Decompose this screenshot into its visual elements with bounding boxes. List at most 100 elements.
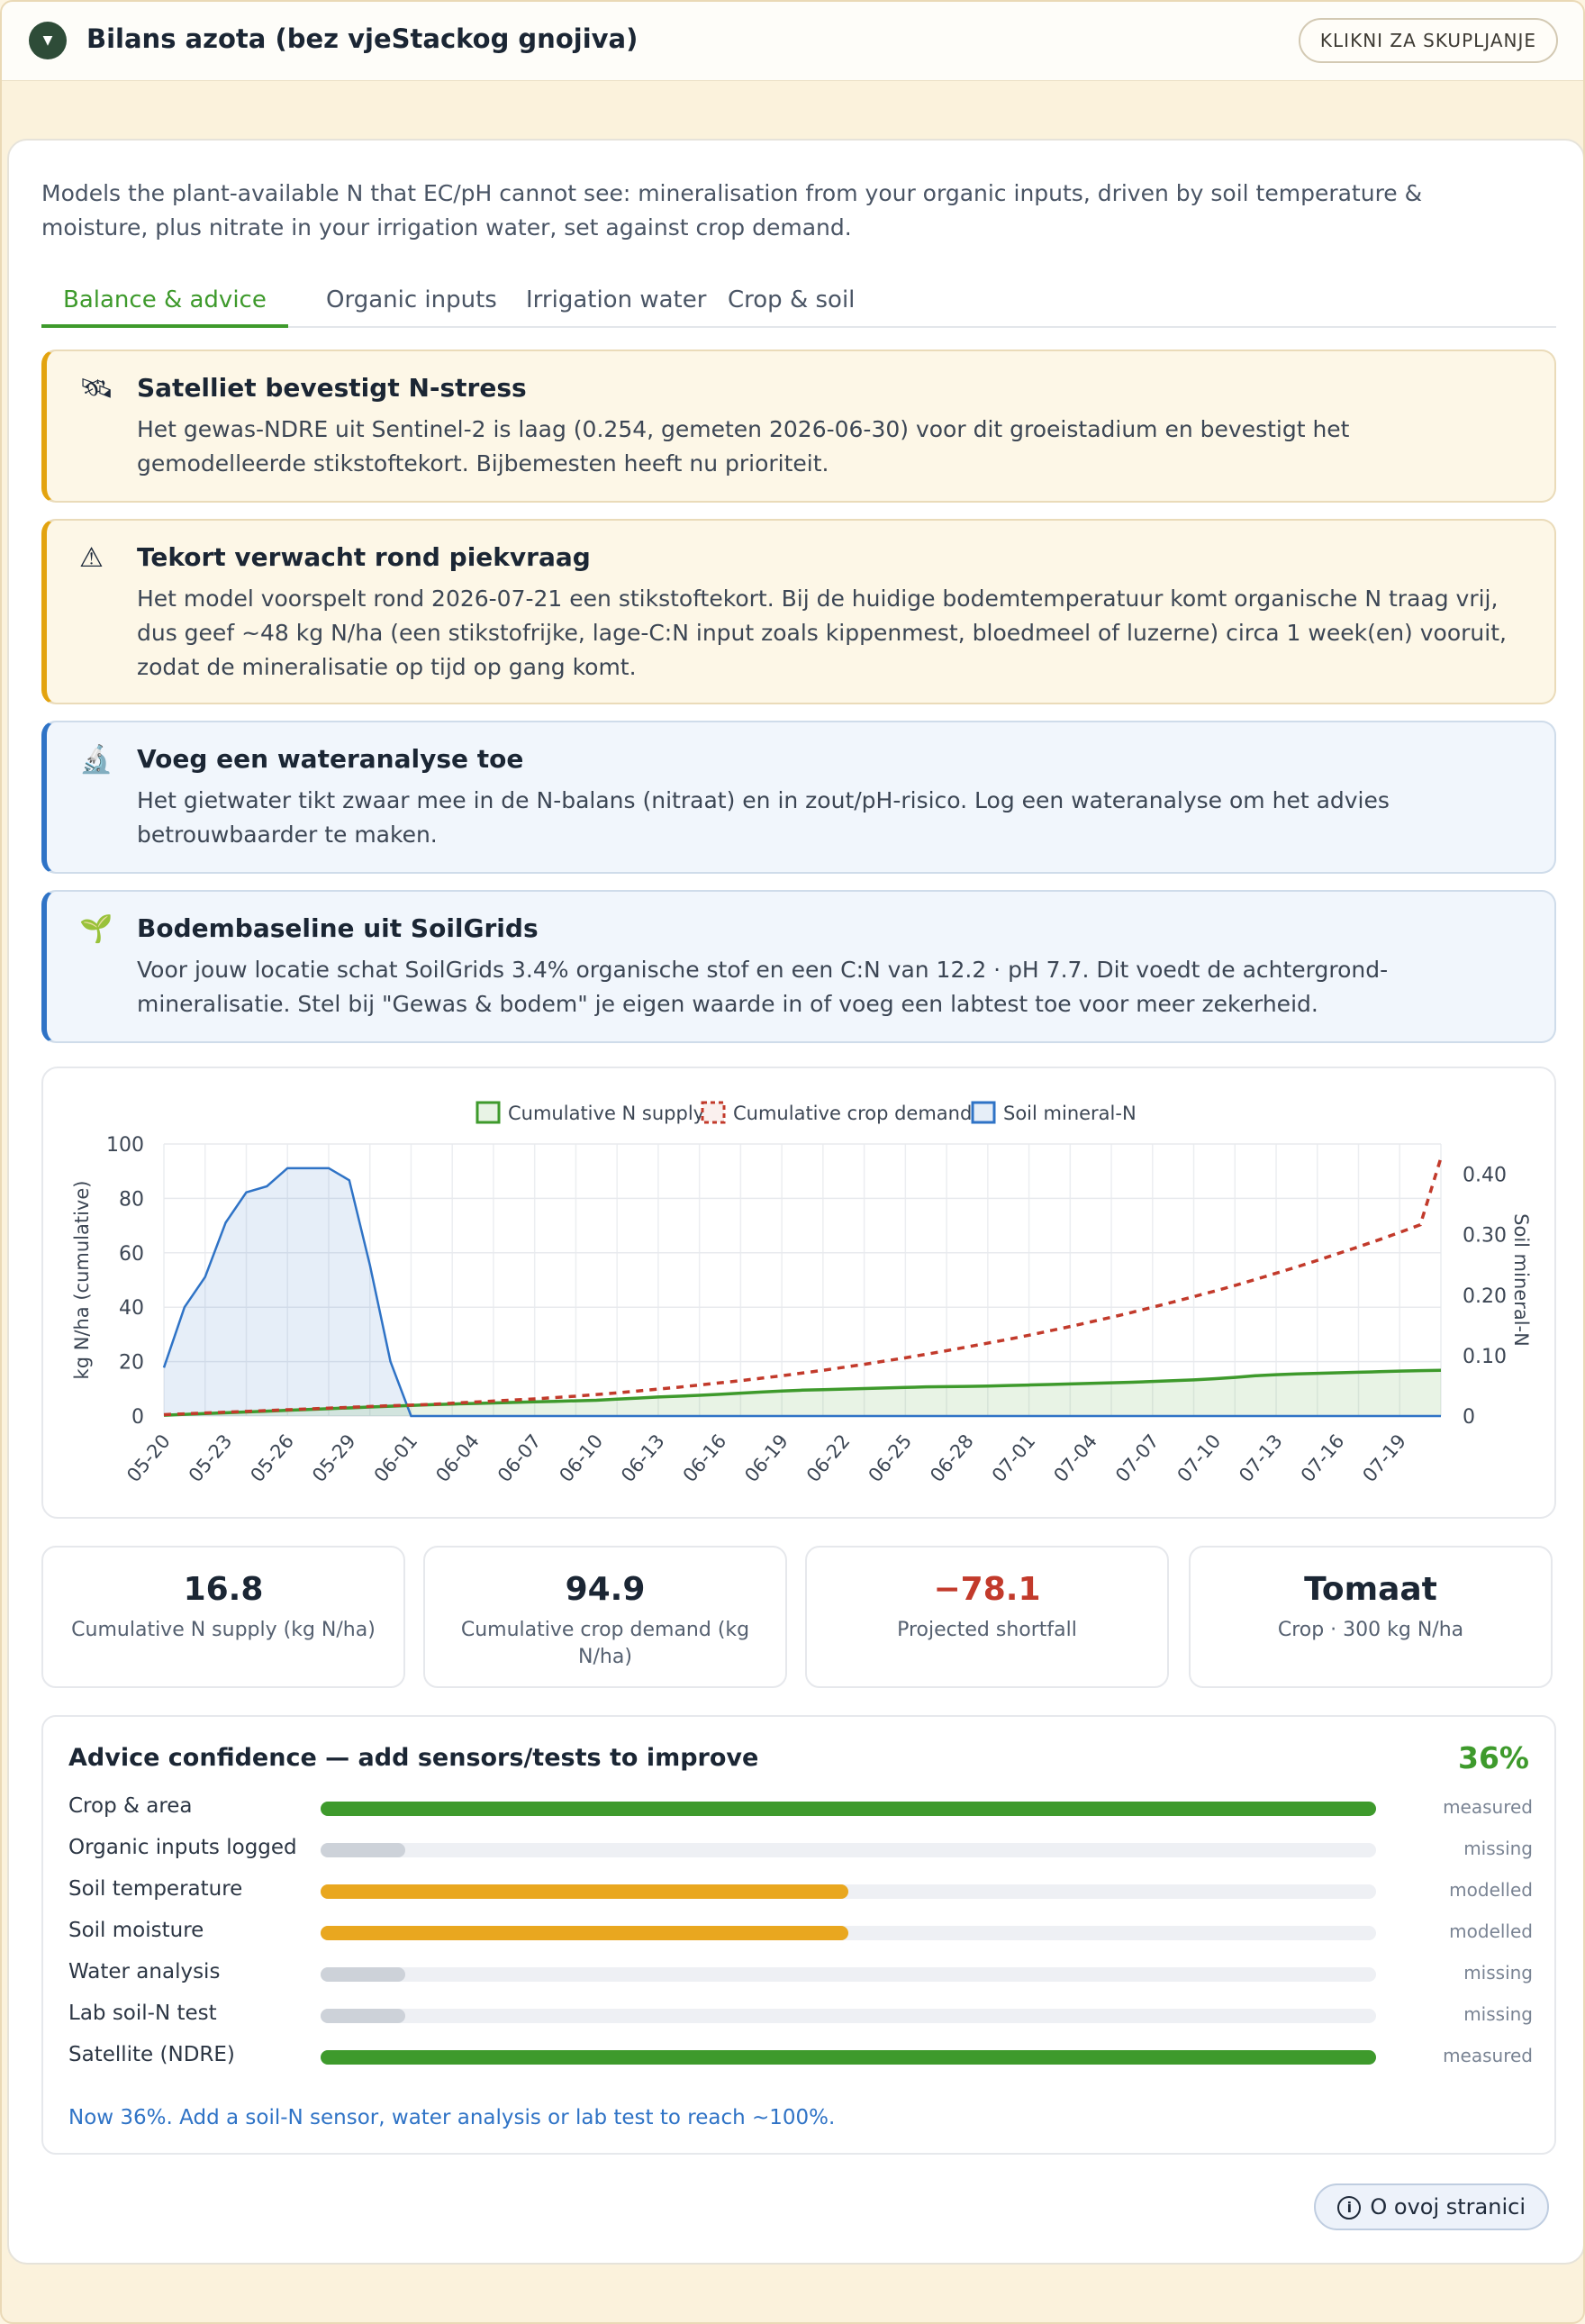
confidence-row-status: modelled (1449, 1920, 1533, 1942)
seedling-icon: 🌱 (79, 913, 113, 945)
nitrogen-balance-chart: 0 20 40 60 80 100 0 0.10 0.20 0.30 0.40 kg N/ha (cu… (71, 1101, 1532, 1486)
legend-label: Soil mineral-N (1003, 1103, 1137, 1124)
tab-bar: Balance & advice Organic inputs Irrigati… (41, 276, 1556, 328)
confidence-bar-track (321, 1926, 1376, 1940)
advice-confidence-panel: Advice confidence — add sensors/tests to… (41, 1715, 1556, 2155)
confidence-bar-fill (321, 2009, 405, 2023)
collapse-button[interactable]: KLIKNI ZA SKUPLJANJE (1298, 18, 1558, 63)
confidence-row-label: Organic inputs logged (68, 1836, 297, 1859)
confidence-bar-track (321, 1967, 1376, 1982)
y-tick-label: 60 (119, 1243, 144, 1266)
tab-irrigation-water[interactable]: Irrigation water (526, 286, 707, 313)
confidence-row: Soil temperature modelled (68, 1872, 1533, 1908)
nitrogen-chart-card: 0 20 40 60 80 100 0 0.10 0.20 0.30 0.40 kg N/ha (cu… (41, 1067, 1556, 1519)
tab-organic-inputs[interactable]: Organic inputs (326, 286, 497, 313)
about-page-label: O ovoj stranici (1370, 2194, 1526, 2220)
about-page-button[interactable]: i O ovoj stranici (1314, 2183, 1549, 2230)
alert-body: Voor jouw locatie schat SoilGrids 3.4% o… (137, 957, 1389, 1017)
legend-swatch (971, 1101, 996, 1124)
alert-shortfall-warning: ⚠ Tekort verwacht rond piekvraag Het mod… (41, 519, 1556, 704)
alert-body: Het gewas-NDRE uit Sentinel-2 is laag (0… (137, 416, 1350, 477)
tab-balance-advice[interactable]: Balance & advice (41, 276, 288, 328)
x-tick-label: 06-01 (370, 1430, 422, 1486)
stat-label: Cumulative crop demand (kg N/ha) (460, 1619, 750, 1668)
x-tick-label: 07-19 (1358, 1430, 1410, 1486)
confidence-row: Satellite (NDRE) measured (68, 2038, 1533, 2074)
y2-tick-label: 0.30 (1463, 1225, 1507, 1248)
y2-tick-label: 0.40 (1463, 1165, 1507, 1187)
legend-swatch (701, 1101, 726, 1124)
collapse-toggle-icon[interactable]: ▼ (29, 22, 67, 59)
microscope-icon: 🔬 (79, 744, 113, 776)
confidence-row-label: Lab soil-N test (68, 2002, 217, 2025)
x-tick-label: 06-16 (679, 1430, 731, 1486)
x-tick-label: 05-23 (185, 1430, 237, 1486)
confidence-row: Soil moisture modelled (68, 1913, 1533, 1949)
confidence-row-label: Soil temperature (68, 1877, 243, 1901)
confidence-row-label: Crop & area (68, 1794, 193, 1818)
intro-text: Models the plant-available N that EC/pH … (41, 180, 1423, 241)
y2-axis-label: Soil mineral-N (1510, 1213, 1532, 1347)
tab-crop-soil[interactable]: Crop & soil (728, 286, 856, 313)
alert-title: Bodembaseline uit SoilGrids (137, 913, 539, 943)
confidence-row-label: Water analysis (68, 1960, 221, 1984)
y-axis-label: kg N/ha (cumulative) (71, 1181, 93, 1380)
confidence-title: Advice confidence — add sensors/tests to… (68, 1744, 759, 1772)
confidence-row: Water analysis missing (68, 1955, 1533, 1991)
confidence-bar-track (321, 1802, 1376, 1816)
confidence-percent: 36% (1458, 1740, 1529, 1775)
confidence-bar-fill (321, 2050, 1376, 2065)
alert-body: Het model voorspelt rond 2026-07-21 een … (137, 586, 1507, 680)
confidence-bar-fill (321, 1843, 405, 1857)
y-tick-label: 0 (131, 1406, 144, 1429)
stat-label: Crop · 300 kg N/ha (1277, 1619, 1464, 1641)
section-header: ▼ Bilans azota (bez vjeStackog gnojiva) … (2, 2, 1583, 81)
stat-card-supply: 16.8 Cumulative N supply (kg N/ha) (41, 1546, 405, 1688)
x-tick-label: 06-25 (865, 1430, 917, 1486)
confidence-row-label: Satellite (NDRE) (68, 2043, 235, 2066)
x-tick-label: 07-10 (1173, 1430, 1226, 1486)
soil-mineral-n-line (162, 1167, 1441, 1418)
y-tick-label: 100 (106, 1134, 144, 1157)
x-tick-label: 06-04 (431, 1430, 484, 1486)
nitrogen-balance-card: Models the plant-available N that EC/pH … (7, 139, 1583, 2265)
stat-label: Cumulative N supply (kg N/ha) (71, 1619, 376, 1641)
confidence-bar-fill (321, 1884, 848, 1899)
confidence-row-status: measured (1443, 2045, 1533, 2066)
x-tick-label: 06-19 (740, 1430, 792, 1486)
alert-body: Het gietwater tikt zwaar mee in de N-bal… (137, 787, 1390, 848)
stat-card-shortfall: −78.1 Projected shortfall (805, 1546, 1169, 1688)
stat-value: −78.1 (933, 1571, 1041, 1608)
cumulative-supply-line (163, 1368, 1442, 1417)
y-tick-label: 40 (119, 1297, 144, 1320)
x-tick-label: 07-16 (1297, 1430, 1349, 1486)
confidence-hint[interactable]: Now 36%. Add a soil-N sensor, water anal… (68, 2106, 836, 2129)
x-tick-label: 06-13 (617, 1430, 669, 1486)
confidence-bar-fill (321, 1802, 1376, 1816)
alert-title: Voeg een wateranalyse toe (137, 744, 524, 774)
alert-satellite-stress: 🛰 Satelliet bevestigt N-stress Het gewas… (41, 350, 1556, 503)
x-tick-label: 07-07 (1111, 1430, 1164, 1486)
y-tick-label: 20 (119, 1352, 144, 1375)
confidence-bar-track (321, 2009, 1376, 2023)
x-tick-label: 06-10 (556, 1430, 608, 1486)
confidence-row-status: modelled (1449, 1879, 1533, 1901)
stat-card-crop: Tomaat Crop · 300 kg N/ha (1189, 1546, 1553, 1688)
stat-card-demand: 94.9 Cumulative crop demand (kg N/ha) (423, 1546, 787, 1688)
confidence-bar-track (321, 1843, 1376, 1857)
confidence-bar-fill (321, 1967, 405, 1982)
x-tick-label: 05-20 (122, 1430, 175, 1486)
stat-value: 94.9 (565, 1571, 646, 1608)
stat-value: Tomaat (1304, 1571, 1437, 1608)
alert-title: Satelliet bevestigt N-stress (137, 373, 527, 403)
confidence-row-status: missing (1463, 2003, 1533, 2025)
confidence-row-label: Soil moisture (68, 1919, 204, 1942)
confidence-row-status: missing (1463, 1838, 1533, 1859)
y2-tick-label: 0.10 (1463, 1346, 1507, 1368)
cumulative-demand-line (163, 1157, 1443, 1417)
alert-water-analysis: 🔬 Voeg een wateranalyse toe Het gietwate… (41, 721, 1556, 874)
legend-label: Cumulative crop demand (733, 1103, 972, 1124)
y2-tick-label: 0 (1463, 1406, 1475, 1429)
x-tick-label: 05-26 (246, 1430, 298, 1486)
